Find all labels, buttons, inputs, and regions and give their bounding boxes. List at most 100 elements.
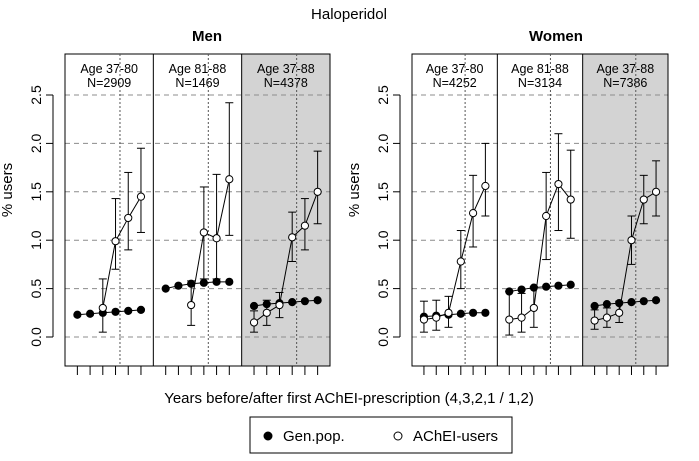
group-n-label: N=3134 bbox=[518, 76, 562, 90]
y-tick-label: 2.0 bbox=[28, 133, 44, 153]
group-age-label: Age 81-88 bbox=[169, 62, 227, 76]
genpop-point bbox=[111, 307, 120, 316]
acheI-point bbox=[590, 316, 599, 325]
genpop-point bbox=[627, 298, 636, 307]
shaded-region bbox=[582, 54, 668, 366]
genpop-point bbox=[174, 281, 183, 290]
genpop-point bbox=[225, 277, 234, 286]
group-age-label: Age 37-80 bbox=[80, 62, 138, 76]
genpop-point bbox=[288, 298, 297, 307]
genpop-point bbox=[161, 284, 170, 293]
acheI-line bbox=[509, 183, 572, 321]
genpop-point bbox=[602, 299, 612, 309]
acheI-point bbox=[187, 300, 196, 310]
legend-acheI-marker bbox=[393, 431, 403, 441]
y-tick-label: 2.5 bbox=[375, 85, 391, 105]
y-tick-label: 0.0 bbox=[28, 327, 44, 347]
acheI-point bbox=[481, 181, 490, 191]
genpop-point bbox=[554, 281, 563, 290]
group-1: Age 37-80N=2909 bbox=[73, 54, 146, 366]
acheI-point bbox=[651, 187, 661, 196]
acheI-point bbox=[554, 179, 563, 189]
acheI-point bbox=[275, 300, 284, 310]
y-tick-label: 1.0 bbox=[375, 230, 391, 250]
y-tick-label: 2.5 bbox=[28, 85, 44, 105]
chart-title: Haloperidol bbox=[311, 6, 387, 23]
acheI-point bbox=[98, 303, 107, 313]
acheI-point bbox=[529, 303, 538, 313]
genpop-point bbox=[313, 296, 322, 305]
legend-genpop-label: Gen.pop. bbox=[283, 428, 345, 445]
acheI-line bbox=[102, 196, 142, 309]
shaded-region bbox=[241, 54, 330, 366]
genpop-point bbox=[300, 297, 310, 306]
y-axis-label: % users bbox=[346, 163, 363, 217]
group-age-label: Age 81-88 bbox=[511, 62, 569, 76]
group-2: Age 81-88N=1469 bbox=[161, 54, 234, 366]
genpop-point bbox=[249, 301, 259, 311]
genpop-point bbox=[542, 282, 551, 291]
genpop-point bbox=[517, 285, 526, 294]
y-tick-label: 0.5 bbox=[375, 279, 391, 299]
group-age-label: Age 37-88 bbox=[257, 62, 315, 76]
y-tick-label: 1.0 bbox=[28, 230, 44, 250]
group-3: Age 37-88N=4378 bbox=[249, 54, 322, 366]
acheI-point bbox=[602, 313, 612, 322]
genpop-point bbox=[187, 279, 196, 288]
genpop-point bbox=[529, 283, 538, 292]
genpop-point bbox=[651, 296, 661, 305]
acheI-point bbox=[136, 192, 146, 201]
acheI-point bbox=[505, 315, 514, 324]
acheI-point bbox=[313, 187, 322, 196]
acheI-point bbox=[199, 228, 208, 237]
group-n-label: N=7386 bbox=[603, 76, 647, 90]
y-tick-label: 0.5 bbox=[28, 279, 44, 299]
acheI-point bbox=[124, 213, 133, 223]
panel-title: Women bbox=[529, 28, 583, 45]
panel-men: Men 0.0 0.5 1.0 1.5 2.0 2.5 % users Age 37-80N=2… bbox=[0, 28, 331, 375]
acheI-point bbox=[639, 195, 648, 204]
acheI-point bbox=[300, 221, 310, 230]
acheI-point bbox=[249, 318, 259, 327]
group-1: Age 37-80N=4252 bbox=[419, 54, 490, 366]
acheI-line bbox=[190, 179, 230, 306]
group-age-label: Age 37-88 bbox=[596, 62, 654, 76]
plot-frame bbox=[411, 53, 669, 367]
acheI-point bbox=[517, 313, 526, 322]
genpop-point bbox=[212, 277, 221, 286]
y-tick-label: 2.0 bbox=[375, 133, 391, 153]
y-tick-label: 1.5 bbox=[375, 182, 391, 202]
acheI-point bbox=[262, 308, 271, 317]
legend: Gen.pop. AChEI-users bbox=[249, 416, 513, 454]
acheI-point bbox=[615, 308, 624, 317]
genpop-point bbox=[481, 308, 490, 317]
genpop-point bbox=[85, 309, 95, 318]
acheI-point bbox=[566, 195, 575, 204]
legend-acheI-label: AChEI-users bbox=[413, 428, 498, 445]
acheI-point bbox=[111, 237, 120, 246]
genpop-point bbox=[566, 280, 575, 289]
genpop-point bbox=[136, 305, 146, 314]
genpop-point bbox=[456, 309, 465, 318]
group-n-label: N=2909 bbox=[87, 76, 131, 90]
genpop-point bbox=[639, 297, 648, 306]
y-axis-label: % users bbox=[0, 163, 16, 217]
genpop-point bbox=[590, 301, 599, 311]
acheI-line bbox=[423, 185, 486, 321]
acheI-point bbox=[419, 315, 429, 324]
y-tick-label: 1.5 bbox=[28, 182, 44, 202]
acheI-point bbox=[444, 308, 453, 317]
plot-frame bbox=[64, 53, 331, 367]
group-age-label: Age 37-80 bbox=[426, 62, 484, 76]
group-n-label: N=4378 bbox=[264, 76, 308, 90]
x-axis-label: Years before/after first AChEI-prescript… bbox=[164, 390, 534, 407]
genpop-point bbox=[262, 299, 271, 309]
genpop-point bbox=[124, 306, 133, 315]
acheI-point bbox=[456, 257, 465, 266]
group-n-label: N=4252 bbox=[433, 76, 477, 90]
genpop-point bbox=[505, 287, 514, 296]
genpop-point bbox=[73, 310, 82, 319]
